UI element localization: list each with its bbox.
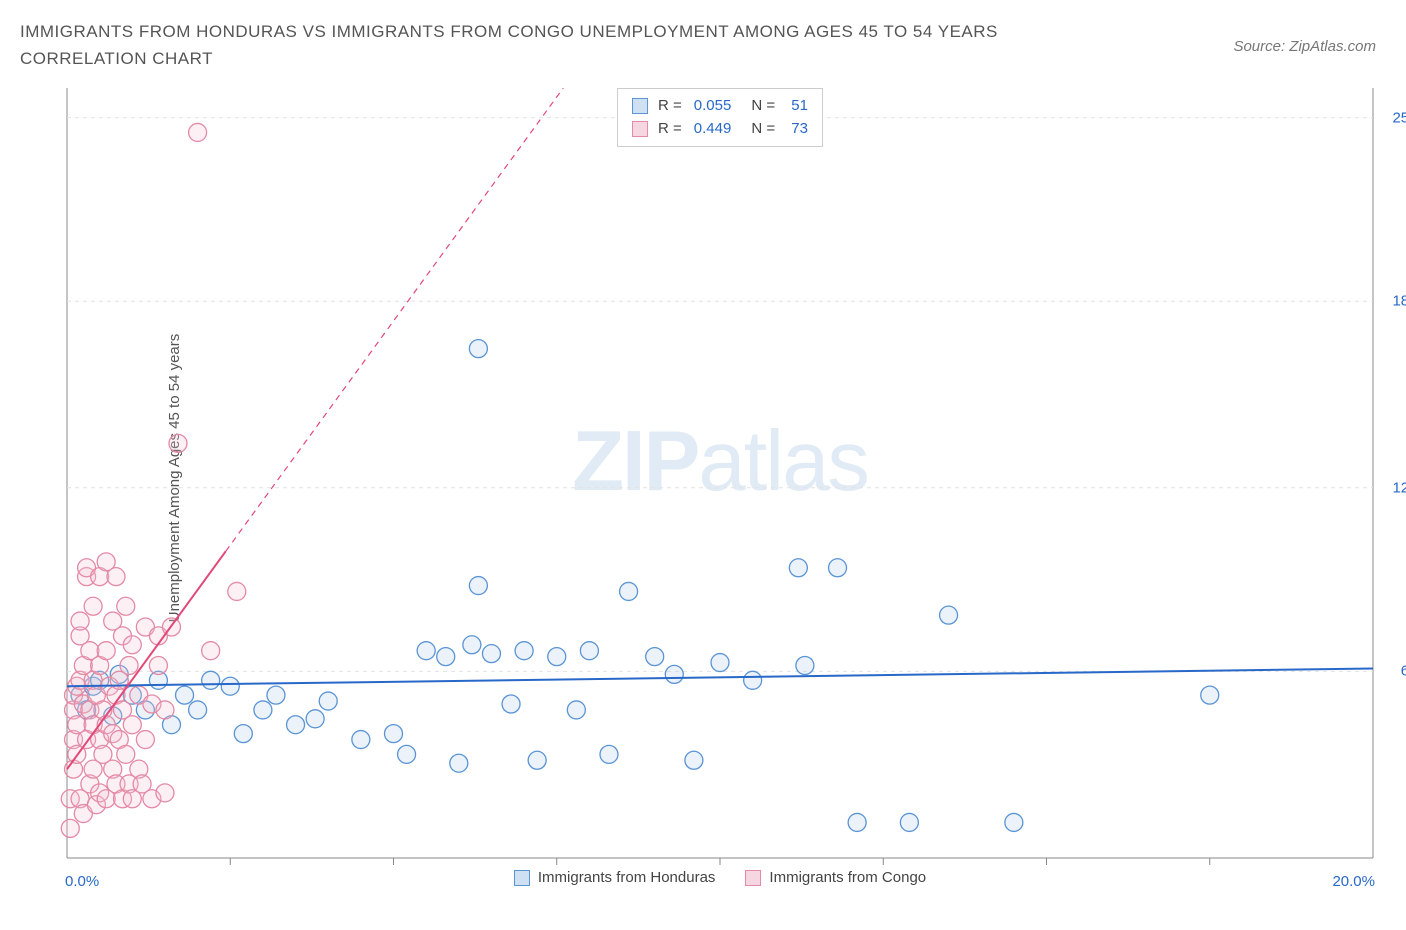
chart-title: IMMIGRANTS FROM HONDURAS VS IMMIGRANTS F… (20, 18, 1120, 72)
legend-item: Immigrants from Honduras (514, 869, 716, 886)
stats-row: R =0.449N = 73 (632, 118, 808, 141)
stats-row: R =0.055N = 51 (632, 95, 808, 118)
y-tick-label: 25.0% (1385, 109, 1406, 126)
series-swatch (514, 870, 530, 886)
stats-box: R =0.055N = 51R =0.449N = 73 (617, 88, 823, 147)
legend-item: Immigrants from Congo (745, 869, 926, 886)
legend-label: Immigrants from Honduras (538, 869, 716, 886)
y-tick-label: 6.3% (1385, 663, 1406, 680)
legend: Immigrants from Honduras Immigrants from … (55, 869, 1385, 886)
source-attribution: Source: ZipAtlas.com (1233, 38, 1376, 55)
y-tick-label: 12.5% (1385, 479, 1406, 496)
series-swatch (632, 121, 648, 137)
series-swatch (632, 98, 648, 114)
y-tick-label: 18.8% (1385, 293, 1406, 310)
legend-label: Immigrants from Congo (769, 869, 926, 886)
chart-area: Unemployment Among Ages 45 to 54 years Z… (55, 88, 1385, 868)
series-swatch (745, 870, 761, 886)
scatter-plot (55, 88, 1385, 868)
